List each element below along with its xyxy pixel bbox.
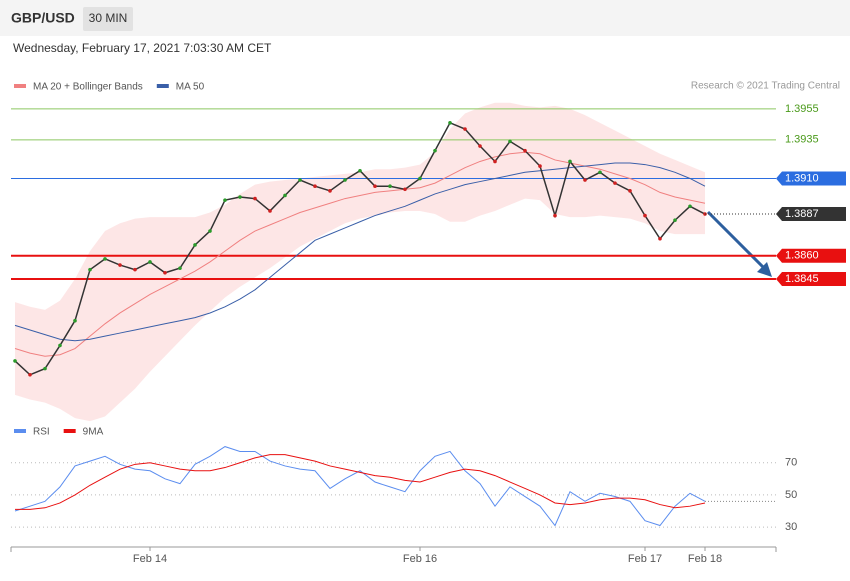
price-point [148, 260, 152, 264]
level-label: 1.3935 [785, 134, 819, 146]
symbol: GBP/USD [11, 10, 75, 26]
level-label: 1.3845 [785, 273, 819, 285]
price-point [28, 373, 32, 377]
price-point [43, 366, 47, 371]
price-point [388, 184, 392, 189]
price-point [643, 213, 647, 218]
price-point [403, 187, 407, 192]
price-point [133, 267, 137, 272]
legend-swatch [63, 429, 76, 433]
price-point [493, 159, 497, 164]
price-point [88, 267, 92, 272]
price-point [253, 196, 257, 201]
price-point [673, 218, 677, 223]
forecast-arrowhead [757, 262, 772, 277]
legend-label: MA 20 + Bollinger Bands [33, 82, 143, 93]
price-point [538, 164, 542, 168]
level-label: 1.3955 [785, 103, 819, 115]
price-point [583, 178, 587, 182]
legend-swatch [14, 429, 26, 433]
legend-swatch [156, 84, 169, 88]
level-label-box [776, 171, 846, 186]
price-point [418, 176, 422, 181]
price-point [343, 178, 347, 182]
price-point [688, 204, 692, 209]
price-point [628, 189, 632, 193]
ma-line [14, 162, 706, 342]
price-point [508, 139, 512, 144]
forecast-arrow [706, 210, 768, 272]
legend-label: MA 50 [176, 82, 205, 93]
price-point [523, 148, 527, 153]
price-point [163, 270, 167, 275]
chart-title: Wednesday, February 17, 2021 7:03:30 AM … [13, 41, 272, 55]
last-price-label: 1.3887 [785, 208, 819, 220]
price-point [613, 181, 617, 185]
level-label: 1.3910 [785, 172, 819, 184]
bollinger-band [15, 102, 705, 422]
level-label-box [776, 271, 846, 286]
price-point [58, 343, 62, 348]
price-point [448, 121, 452, 125]
x-tick-label: Feb 14 [133, 553, 167, 565]
price-point [238, 195, 242, 199]
y-tick-label: 30 [785, 521, 797, 533]
price-point [103, 257, 107, 261]
header-bar [0, 0, 850, 36]
price-point [358, 168, 362, 173]
price-point [463, 127, 467, 131]
price-point [373, 184, 377, 189]
rsi-line [14, 446, 706, 527]
price-point [118, 263, 122, 267]
price-point [268, 209, 272, 213]
price-point [193, 243, 197, 247]
price-point [313, 184, 317, 189]
y-tick-label: 70 [785, 457, 797, 469]
last-price-box [776, 207, 846, 222]
y-tick-label: 50 [785, 489, 797, 501]
x-tick-label: Feb 18 [688, 553, 722, 565]
price-point [178, 266, 182, 270]
x-tick-label: Feb 17 [628, 553, 662, 565]
interval: 30 MIN [89, 11, 128, 25]
price-point [433, 148, 437, 153]
ma-line [14, 151, 706, 357]
interval-box [83, 7, 133, 31]
price-point [478, 144, 482, 148]
price-point [553, 213, 557, 218]
rsi-line [15, 454, 706, 510]
level-label-box [776, 248, 846, 263]
price-point [568, 159, 572, 164]
level-label: 1.3860 [785, 250, 819, 262]
x-tick-label: Feb 16 [403, 553, 437, 565]
price-point [328, 189, 332, 193]
legend-swatch [14, 84, 26, 88]
price-point [13, 359, 17, 363]
price-point [223, 198, 227, 202]
credit: Research © 2021 Trading Central [691, 81, 840, 92]
price-point [73, 318, 77, 323]
price-point [298, 178, 302, 182]
legend-label: 9MA [83, 427, 104, 438]
legend-label: RSI [33, 427, 50, 438]
price-point [283, 193, 287, 198]
price-point [598, 170, 602, 175]
price-point [208, 229, 212, 233]
price-point [658, 236, 662, 241]
